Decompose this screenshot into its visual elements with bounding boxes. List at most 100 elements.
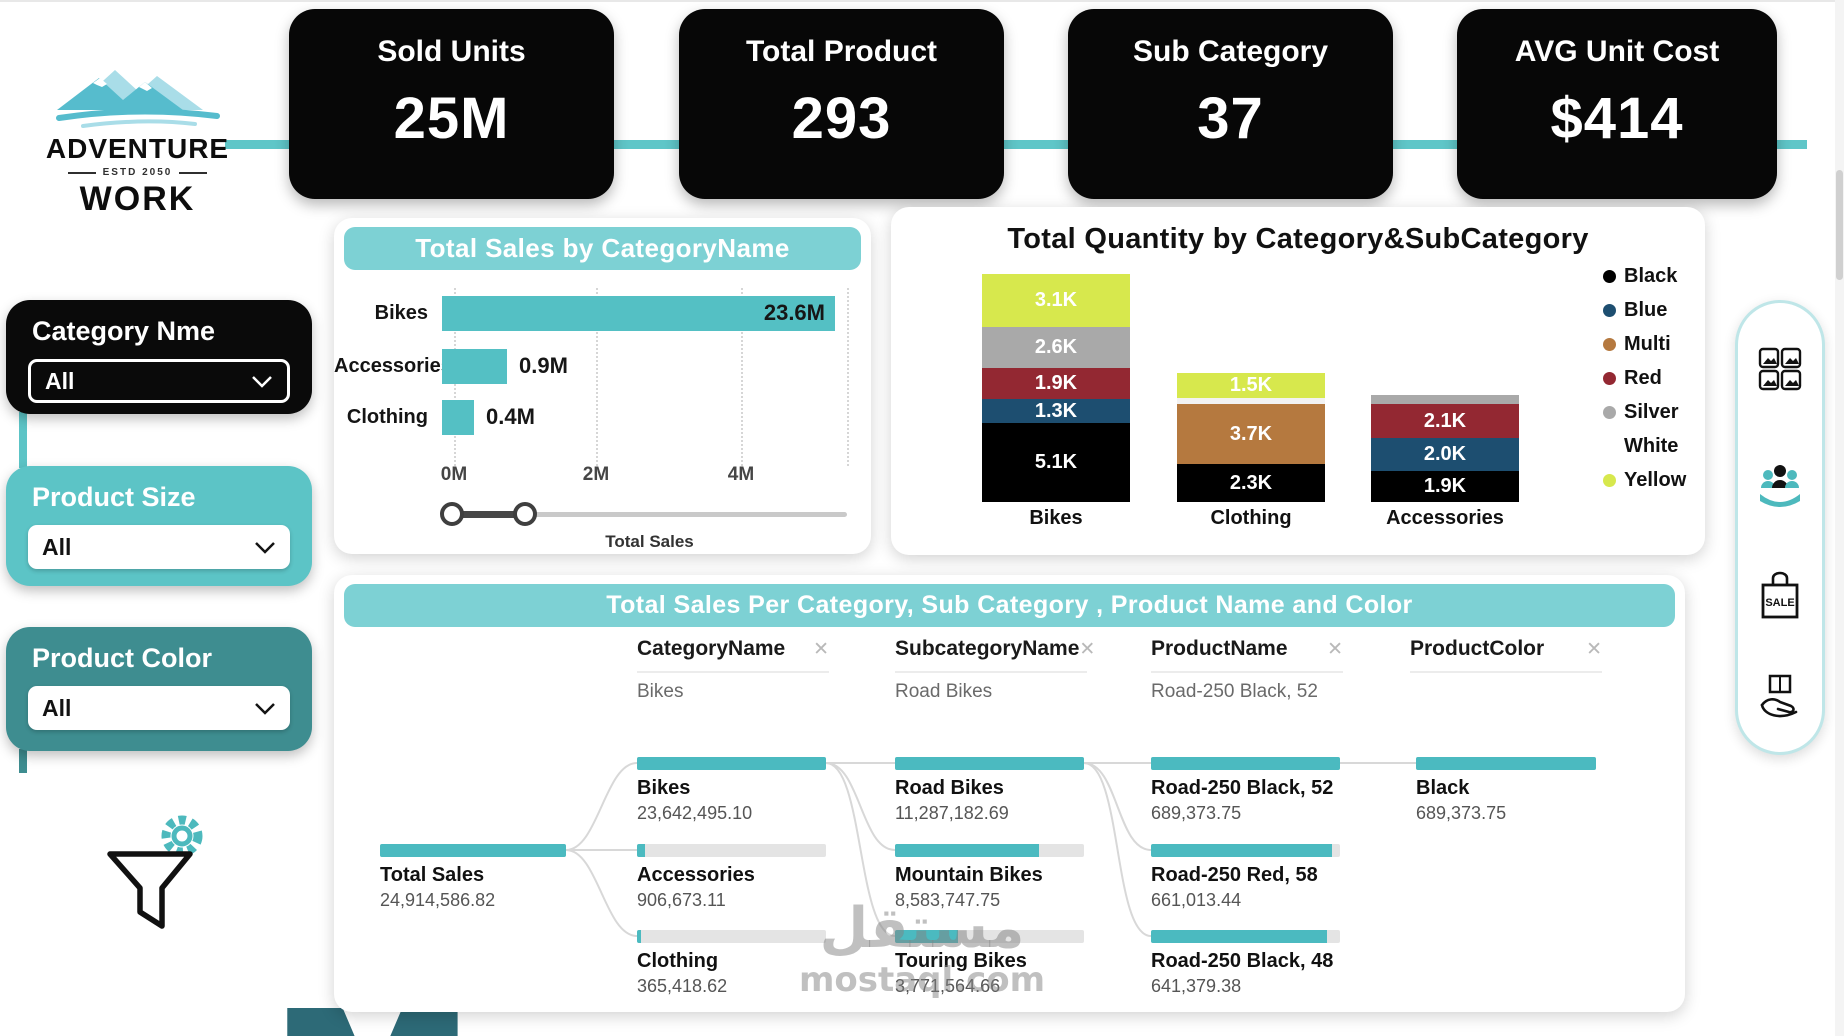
audience-icon bbox=[1760, 465, 1800, 507]
legend-item-multi[interactable]: Multi bbox=[1603, 327, 1686, 361]
slicer-product-color: Product Color All bbox=[6, 627, 312, 751]
delivery-hand-box-icon bbox=[1760, 674, 1798, 718]
gridline bbox=[741, 288, 743, 466]
segment-silver[interactable]: 2.6K bbox=[982, 327, 1130, 368]
legend-item-blue[interactable]: Blue bbox=[1603, 293, 1686, 327]
window-top-border bbox=[0, 0, 1844, 2]
legend-item-silver[interactable]: Silver bbox=[1603, 395, 1686, 429]
sale-tag-button[interactable]: SALE bbox=[1756, 571, 1804, 630]
bar-value-label: 0.4M bbox=[486, 404, 535, 429]
estd-rule-left bbox=[67, 171, 96, 174]
axis-tick: 2M bbox=[582, 464, 610, 485]
segment-blue[interactable]: 1.3K bbox=[982, 399, 1130, 423]
tree-connectors bbox=[565, 762, 1416, 937]
stacked-bar-accessories[interactable]: 2.1K 2.0K 1.9K bbox=[1371, 395, 1519, 502]
bar-bikes[interactable]: 23.6M bbox=[442, 295, 835, 331]
remove-field-icon[interactable]: ✕ bbox=[1327, 638, 1343, 660]
axis-tick: 0M bbox=[440, 464, 468, 485]
brand-estd: ESTD 2050 bbox=[40, 167, 235, 178]
stacked-bar-clothing[interactable]: 1.5K 3.7K 2.3K bbox=[1177, 373, 1325, 502]
quantity-by-category-chart: Total Quantity by Category&SubCategory 3… bbox=[891, 207, 1705, 555]
slider-handle-max[interactable] bbox=[513, 502, 537, 526]
legend-swatch bbox=[1603, 269, 1616, 283]
scrollbar-thumb[interactable] bbox=[1836, 170, 1843, 280]
tree-breadcrumb: Road Bikes bbox=[895, 681, 993, 702]
segment-black[interactable]: 1.9K bbox=[1371, 471, 1519, 502]
estd-rule-right bbox=[179, 171, 208, 174]
tree-node-clothing[interactable]: Clothing 365,418.62 bbox=[637, 930, 826, 997]
chevron-down-icon bbox=[252, 375, 272, 388]
dropdown-value: All bbox=[42, 694, 72, 721]
remove-field-icon[interactable]: ✕ bbox=[1586, 638, 1602, 660]
segment-multi[interactable]: 3.7K bbox=[1177, 404, 1325, 464]
scrollbar-track[interactable] bbox=[1835, 0, 1844, 1036]
category-axis-label: Clothing bbox=[1210, 507, 1292, 529]
photo-grid-button[interactable] bbox=[1756, 345, 1804, 398]
segment-white[interactable] bbox=[1177, 398, 1325, 404]
slicer-product-size: Product Size All bbox=[6, 466, 312, 586]
bar-clothing[interactable] bbox=[442, 399, 474, 435]
segment-red[interactable]: 2.1K bbox=[1371, 404, 1519, 438]
segment-silver[interactable] bbox=[1371, 395, 1519, 404]
bar-accessories[interactable] bbox=[442, 348, 507, 384]
segment-yellow[interactable]: 1.5K bbox=[1177, 373, 1325, 398]
range-slider-track[interactable] bbox=[452, 512, 847, 517]
kpi-value: 37 bbox=[1197, 86, 1264, 151]
chart-title: Total Sales Per Category, Sub Category ,… bbox=[344, 584, 1675, 627]
photo-grid-icon bbox=[1758, 347, 1802, 391]
kpi-value: 293 bbox=[791, 86, 892, 151]
segment-yellow[interactable]: 3.1K bbox=[982, 274, 1130, 327]
tree-node-road-bikes[interactable]: Road Bikes 11,287,182.69 bbox=[895, 757, 1084, 824]
kpi-label: Sold Units bbox=[377, 35, 526, 68]
legend-swatch bbox=[1603, 303, 1616, 317]
legend-swatch bbox=[1603, 337, 1616, 351]
tree-node-accessories[interactable]: Accessories 906,673.11 bbox=[637, 844, 826, 911]
bar-category-label: Clothing bbox=[346, 405, 428, 428]
mountain-logo-icon bbox=[55, 70, 220, 128]
tree-node-total-sales[interactable]: Total Sales 24,914,586.82 bbox=[380, 844, 566, 911]
slicer-label: Product Size bbox=[32, 482, 196, 512]
segment-red[interactable]: 1.9K bbox=[982, 368, 1130, 399]
tree-breadcrumb: Bikes bbox=[637, 681, 684, 702]
delivery-button[interactable] bbox=[1754, 671, 1806, 728]
tree-node-bikes[interactable]: Bikes 23,642,495.10 bbox=[637, 757, 826, 824]
remove-field-icon[interactable]: ✕ bbox=[1079, 638, 1096, 660]
tree-column-productcolor: ProductColor ✕ bbox=[1410, 637, 1602, 673]
legend-item-red[interactable]: Red bbox=[1603, 361, 1686, 395]
category-axis-label: Accessories bbox=[1386, 507, 1504, 529]
audience-button[interactable] bbox=[1753, 461, 1807, 518]
tree-node-mountain-bikes[interactable]: Mountain Bikes 8,583,747.75 bbox=[895, 844, 1084, 911]
legend-item-black[interactable]: Black bbox=[1603, 259, 1686, 293]
tree-node-touring-bikes[interactable]: Touring Bikes 3,771,564.66 bbox=[895, 930, 1084, 997]
kpi-value: $414 bbox=[1550, 86, 1684, 151]
category-axis-label: Bikes bbox=[1029, 507, 1083, 529]
legend-item-white[interactable]: White bbox=[1603, 429, 1686, 463]
tree-node-black[interactable]: Black 689,373.75 bbox=[1416, 757, 1596, 824]
color-dropdown[interactable]: All bbox=[28, 686, 290, 730]
segment-black[interactable]: 5.1K bbox=[982, 423, 1130, 502]
segment-black[interactable]: 2.3K bbox=[1177, 464, 1325, 502]
dropdown-value: All bbox=[45, 367, 75, 394]
tree-node-road-250-red-58[interactable]: Road-250 Red, 58 661,013.44 bbox=[1151, 844, 1340, 911]
legend-item-yellow[interactable]: Yellow bbox=[1603, 463, 1686, 497]
segment-blue[interactable]: 2.0K bbox=[1371, 438, 1519, 471]
tree-node-road-250-black-48[interactable]: Road-250 Black, 48 641,379.38 bbox=[1151, 930, 1340, 997]
kpi-card-sold-units: Sold Units 25M bbox=[289, 9, 614, 199]
category-dropdown[interactable]: All bbox=[28, 359, 290, 403]
tree-column-categoryname: CategoryName ✕ bbox=[637, 637, 829, 673]
legend-swatch bbox=[1603, 371, 1616, 385]
brand-name-2: WORK bbox=[79, 180, 196, 218]
filter-funnel-graphic bbox=[92, 812, 217, 949]
remove-field-icon[interactable]: ✕ bbox=[813, 638, 829, 660]
kpi-value: 25M bbox=[393, 86, 510, 151]
filter-connector-tick bbox=[19, 749, 27, 773]
sale-tag-icon: SALE bbox=[1761, 571, 1799, 619]
estd-text: ESTD 2050 bbox=[102, 167, 173, 178]
slider-handle-min[interactable] bbox=[440, 502, 464, 526]
stacked-bar-bikes[interactable]: 3.1K 2.6K 1.9K 1.3K 5.1K bbox=[982, 274, 1130, 502]
brand-name: ADVENTURE bbox=[45, 133, 230, 164]
size-dropdown[interactable]: All bbox=[28, 525, 290, 569]
sale-tag-text: SALE bbox=[1765, 597, 1794, 609]
tree-node-road-250-black-52[interactable]: Road-250 Black, 52 689,373.75 bbox=[1151, 757, 1340, 824]
